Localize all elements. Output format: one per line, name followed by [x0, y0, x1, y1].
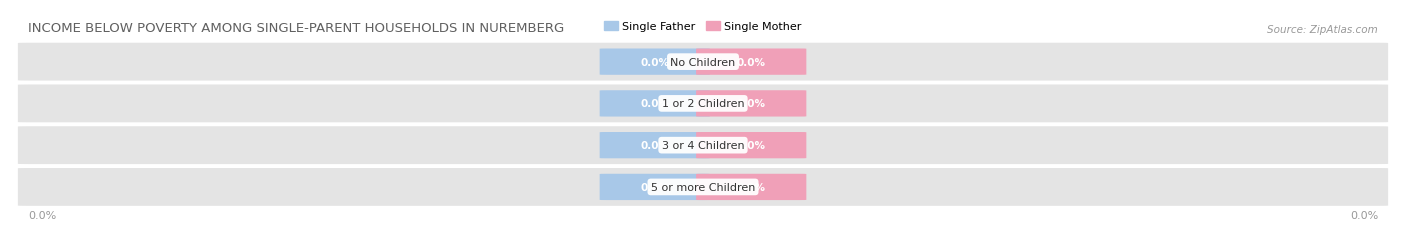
Text: 0.0%: 0.0% [640, 99, 669, 109]
Text: 0.0%: 0.0% [640, 57, 669, 67]
FancyBboxPatch shape [696, 132, 806, 159]
Text: 5 or more Children: 5 or more Children [651, 182, 755, 192]
Text: 0.0%: 0.0% [737, 57, 766, 67]
FancyBboxPatch shape [696, 49, 806, 76]
FancyBboxPatch shape [599, 49, 710, 76]
FancyBboxPatch shape [599, 91, 710, 117]
Text: 0.0%: 0.0% [28, 210, 56, 220]
FancyBboxPatch shape [696, 174, 806, 200]
Text: 0.0%: 0.0% [640, 140, 669, 151]
Legend: Single Father, Single Mother: Single Father, Single Mother [600, 17, 806, 36]
Text: 0.0%: 0.0% [737, 182, 766, 192]
Text: Source: ZipAtlas.com: Source: ZipAtlas.com [1267, 25, 1378, 35]
Text: 3 or 4 Children: 3 or 4 Children [662, 140, 744, 151]
Text: INCOME BELOW POVERTY AMONG SINGLE-PARENT HOUSEHOLDS IN NUREMBERG: INCOME BELOW POVERTY AMONG SINGLE-PARENT… [28, 22, 564, 35]
Text: 0.0%: 0.0% [737, 99, 766, 109]
FancyBboxPatch shape [696, 91, 806, 117]
Text: 0.0%: 0.0% [737, 140, 766, 151]
Text: 0.0%: 0.0% [640, 182, 669, 192]
FancyBboxPatch shape [17, 126, 1389, 165]
FancyBboxPatch shape [17, 43, 1389, 82]
FancyBboxPatch shape [17, 84, 1389, 124]
Text: 1 or 2 Children: 1 or 2 Children [662, 99, 744, 109]
FancyBboxPatch shape [17, 167, 1389, 207]
Text: 0.0%: 0.0% [1350, 210, 1378, 220]
Text: No Children: No Children [671, 57, 735, 67]
FancyBboxPatch shape [599, 174, 710, 200]
FancyBboxPatch shape [599, 132, 710, 159]
